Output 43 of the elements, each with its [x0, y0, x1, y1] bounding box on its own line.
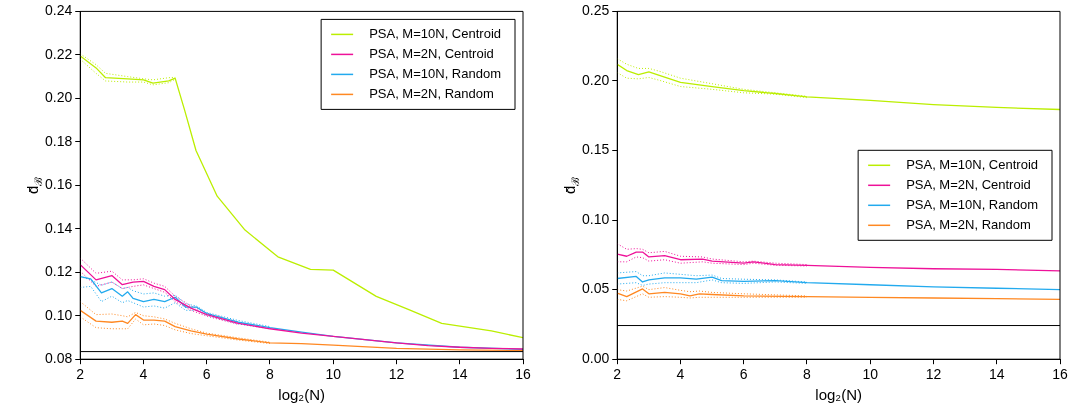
- x-tick-label: 8: [266, 366, 275, 383]
- x-tick-label: 8: [803, 366, 812, 383]
- x-axis-title: log₂(N): [815, 386, 862, 404]
- y-tick-label: 0.10: [582, 210, 610, 227]
- x-tick-label: 6: [202, 366, 211, 383]
- x-tick-label: 16: [515, 366, 531, 383]
- y-tick-label: 0.12: [45, 263, 73, 280]
- y-tick-label: 0.24: [45, 2, 73, 19]
- legend-label: PSA, M=10N, Centroid: [369, 25, 502, 41]
- x-tick-label: 12: [388, 366, 405, 383]
- y-tick-label: 0.05: [582, 280, 610, 297]
- y-tick-label: 0.16: [45, 176, 73, 193]
- x-axis-title: log₂(N): [278, 386, 325, 404]
- y-tick-label: 0.20: [582, 71, 610, 88]
- x-tick-label: 14: [451, 366, 468, 383]
- legend-label: PSA, M=2N, Random: [906, 216, 1031, 232]
- y-tick-label: 0.00: [582, 350, 610, 367]
- y-tick-label: 0.08: [45, 350, 73, 367]
- legend-label: PSA, M=10N, Centroid: [906, 156, 1039, 172]
- y-axis-title: d̄ℬ: [561, 176, 581, 194]
- y-axis-title: d̄ℬ: [24, 176, 44, 194]
- x-tick-label: 14: [988, 366, 1005, 383]
- y-tick-label: 0.14: [45, 219, 73, 236]
- x-tick-label: 16: [1052, 366, 1068, 383]
- y-tick-label: 0.20: [45, 89, 73, 106]
- legend-label: PSA, M=10N, Random: [369, 65, 502, 81]
- x-tick-label: 10: [862, 366, 879, 383]
- legend-label: PSA, M=2N, Centroid: [906, 176, 1031, 192]
- y-tick-label: 0.18: [45, 132, 73, 149]
- x-tick-label: 4: [676, 366, 685, 383]
- legend-label: PSA, M=2N, Random: [369, 85, 494, 101]
- y-tick-label: 0.15: [582, 141, 610, 158]
- x-tick-label: 12: [925, 366, 942, 383]
- y-tick-label: 0.10: [45, 306, 73, 323]
- x-tick-label: 2: [76, 366, 85, 383]
- x-tick-label: 4: [139, 366, 148, 383]
- legend-label: PSA, M=10N, Random: [906, 196, 1039, 212]
- x-tick-label: 6: [739, 366, 748, 383]
- y-tick-label: 0.25: [582, 2, 610, 19]
- y-tick-label: 0.22: [45, 45, 73, 62]
- legend-label: PSA, M=2N, Centroid: [369, 45, 494, 61]
- x-tick-label: 2: [613, 366, 622, 383]
- x-tick-label: 10: [325, 366, 342, 383]
